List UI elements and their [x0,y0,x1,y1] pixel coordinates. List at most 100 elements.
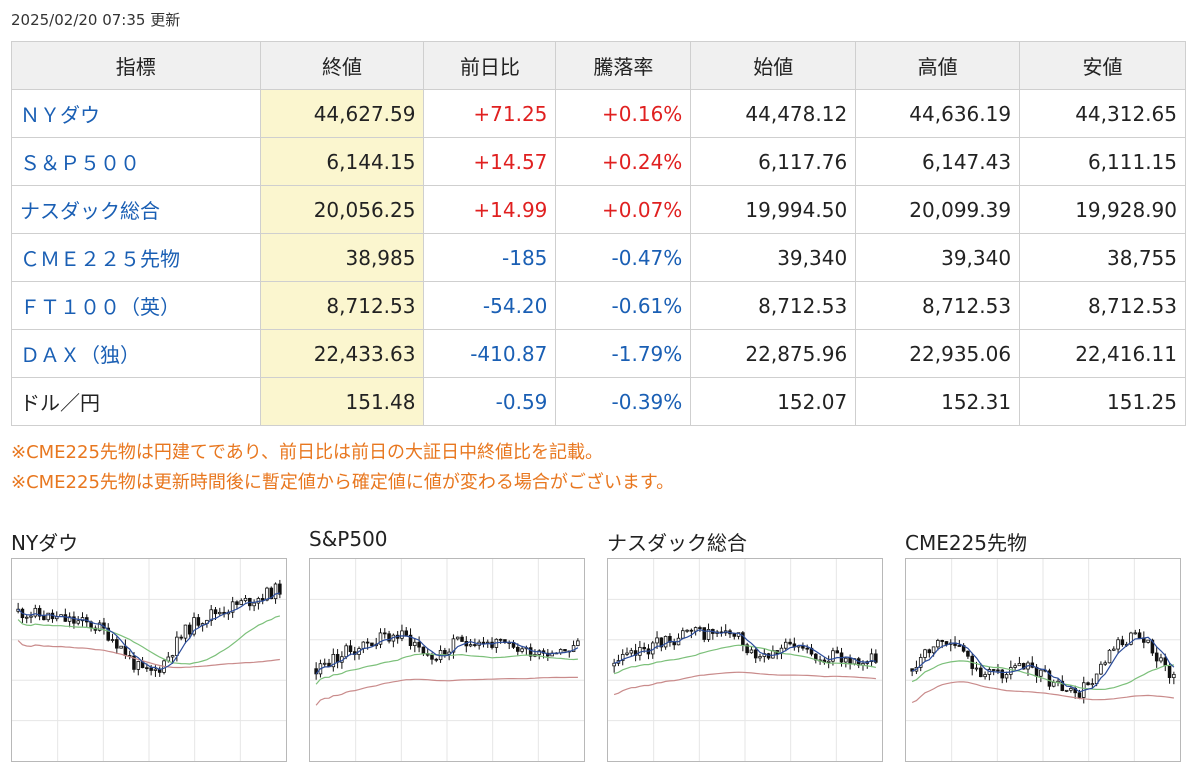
candle-body [874,653,878,663]
candle-body [1017,663,1022,667]
candle-body [213,609,218,615]
candle-body [187,624,192,635]
close-value: 6,144.15 [259,137,425,186]
pct-value: +0.24% [555,137,692,186]
candle-body [1021,663,1026,670]
chart-dow[interactable] [11,558,287,762]
index-name[interactable]: ＮＹダウ [11,89,261,138]
candle-body [1146,639,1150,643]
index-name[interactable]: Ｓ＆Ｐ５００ [11,137,261,186]
table-header-row: 指標 終値 前日比 騰落率 始値 高値 安値 [11,41,1186,90]
table-row: ナスダック総合 20,056.25 +14.99 +0.07% 19,994.50 20,… [11,185,1186,234]
open-value: 19,994.50 [690,185,857,234]
pct-value: -0.39% [555,377,692,426]
candle-body [1133,632,1138,635]
pct-value: -1.79% [555,329,692,378]
change-value: -410.87 [423,329,557,378]
candle-body [322,662,327,665]
candle-body [753,649,758,659]
high-value: 39,340 [855,233,1021,282]
header-index: 指標 [11,41,261,90]
candle-body [516,646,520,652]
candle-body [1129,632,1133,645]
candle-body [230,601,235,613]
change-value: -0.59 [423,377,557,426]
candle-body [1000,669,1005,679]
candle-body [243,597,248,602]
candle-body [67,616,72,622]
chart-title-sp500: S&P500 [309,527,388,551]
candle-body [408,634,413,646]
candle-body [571,645,576,652]
candle-body [706,629,711,640]
candle-body [106,627,111,641]
candle-body [370,642,374,647]
change-value: -185 [423,233,557,282]
candle-body [1150,639,1155,654]
candle-body [404,630,409,636]
close-value: 151.48 [259,377,425,426]
candle-body [46,612,50,621]
candlestick-chart [906,559,1180,761]
index-name[interactable]: ＦＴ１００（英） [11,281,261,330]
header-pct: 騰落率 [555,41,692,90]
header-high: 高値 [855,41,1021,90]
low-value: 151.25 [1019,377,1186,426]
index-name[interactable]: ＤＡＸ（独） [11,329,261,378]
close-value: 44,627.59 [259,89,425,138]
candle-body [612,662,616,667]
candle-body [1112,648,1116,651]
index-name[interactable]: ナスダック総合 [11,185,261,234]
index-name[interactable]: ＣＭＥ２２５先物 [11,233,261,282]
candle-body [481,641,486,644]
chart-cme225[interactable] [905,558,1181,762]
candle-body [629,650,634,654]
candle-body [918,657,923,668]
candle-body [170,655,175,658]
header-low: 安値 [1019,41,1186,90]
candle-body [455,636,460,640]
candle-body [966,650,970,657]
close-value: 8,712.53 [259,281,425,330]
ma-short-line [613,628,876,664]
candle-body [76,620,80,624]
candle-body [620,654,625,661]
candle-body [417,641,421,648]
candle-body [1116,639,1120,650]
candle-body [1047,670,1052,687]
chart-nasdaq[interactable] [607,558,883,762]
candle-body [1004,673,1009,679]
ma-mid-line [911,660,1174,690]
market-quotes-table: 指標 終値 前日比 騰落率 始値 高値 安値 ＮＹダウ 44,627.59 +71.… [11,41,1186,426]
candle-body [936,640,940,648]
candle-body [788,641,792,645]
candle-body [387,633,391,642]
candle-body [421,646,426,654]
chart-sp500[interactable] [309,558,585,762]
candle-body [974,667,979,670]
candle-body [1077,692,1082,698]
candle-body [1159,657,1163,662]
candle-body [625,652,629,655]
candle-body [1107,649,1112,664]
candle-body [97,622,102,631]
table-row: Ｓ＆Ｐ５００ 6,144.15 +14.57 +0.24% 6,117.76 6,147.… [11,137,1186,186]
candlestick-chart [12,559,286,761]
note-line: ※CME225先物は更新時間後に暫定値から確定値に値が変わる場合がございます。 [11,472,675,493]
candle-body [659,637,664,648]
candle-body [741,632,745,646]
candle-body [278,583,282,595]
candle-body [940,640,944,642]
candle-body [335,654,340,663]
candle-body [655,637,659,644]
candle-body [196,617,201,626]
ma-short-line [17,592,281,671]
candlestick-chart [608,559,882,761]
candle-body [1013,665,1017,668]
open-value: 39,340 [690,233,857,282]
candle-body [451,638,456,653]
low-value: 6,111.15 [1019,137,1186,186]
candle-body [260,598,265,601]
candle-body [805,647,809,650]
candle-body [218,611,222,615]
